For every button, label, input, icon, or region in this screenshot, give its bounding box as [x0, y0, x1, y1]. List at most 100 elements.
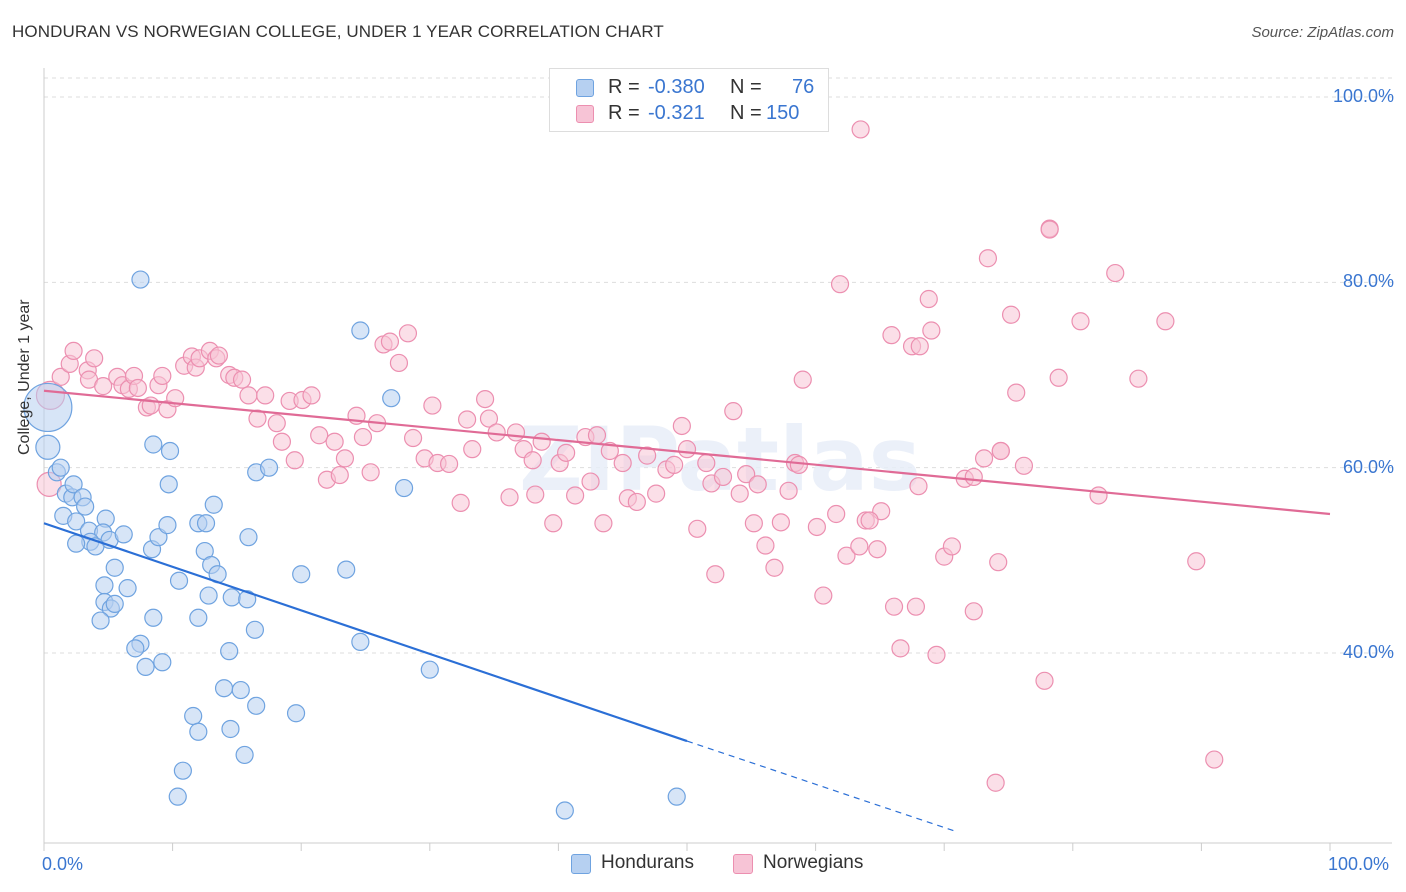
norwegian-point [1001, 305, 1021, 324]
y-tick-label: 60.0% [1342, 456, 1394, 477]
norwegian-point [1187, 552, 1206, 571]
norwegian-point [353, 427, 373, 447]
norwegian-point [566, 486, 585, 505]
norwegian-point [526, 485, 545, 504]
honduran-point [259, 458, 279, 477]
norwegian-point [665, 455, 684, 474]
norwegian-point [922, 321, 941, 340]
norwegian-point [506, 423, 526, 442]
honduran-point [420, 660, 439, 679]
norwegian-point [647, 484, 666, 503]
legend-n-label: N = [730, 76, 762, 98]
norwegian-point [779, 481, 798, 500]
norwegian-point [302, 386, 321, 405]
norwegian-point [85, 349, 104, 368]
norwegian-point [688, 519, 707, 538]
trend-lines [43, 389, 1331, 833]
legend-n-label: N = [730, 102, 762, 124]
norwegian-point [991, 441, 1010, 461]
norwegian-point [544, 514, 563, 533]
norwegian-point [248, 409, 267, 428]
legend-row-hondurans: R = -0.380 N = 76 [550, 76, 828, 100]
legend-r-label: R = [608, 102, 640, 124]
norwegian-point [906, 597, 926, 616]
honduran-point [184, 706, 203, 726]
norwegian-point [1040, 220, 1059, 239]
norwegian-point [627, 492, 646, 512]
honduran-point [136, 657, 155, 677]
chart-title: HONDURAN VS NORWEGIAN COLLEGE, UNDER 1 Y… [12, 22, 664, 41]
honduran-point [51, 458, 70, 477]
legend-swatch-blue [576, 79, 594, 97]
norwegian-point [267, 414, 286, 433]
norwegian-point [964, 602, 983, 621]
norwegian-point [1071, 312, 1090, 331]
honduran-point [158, 516, 177, 535]
norwegian-point [475, 389, 495, 409]
norwegian-point [479, 409, 499, 428]
norwegian-point [209, 346, 228, 365]
norwegian-point [389, 353, 409, 373]
honduran-point [95, 576, 114, 595]
norwegian-point [239, 386, 258, 405]
honduran-point [114, 525, 133, 544]
honduran-point [153, 653, 172, 672]
honduran-point [199, 586, 218, 605]
source-label: Source: ZipAtlas.com [1251, 24, 1394, 41]
honduran-point [126, 639, 145, 658]
honduran-point [247, 696, 266, 715]
norwegian-point [51, 367, 70, 386]
y-tick-label: 100.0% [1332, 86, 1394, 106]
norwegian-point [697, 453, 716, 473]
legend-swatch-hondurans [571, 854, 591, 874]
norwegian-point [713, 467, 733, 487]
honduran-point [144, 608, 163, 627]
honduran-point [118, 579, 137, 598]
norwegian-point [487, 423, 506, 442]
norwegian-point [380, 332, 400, 351]
norwegian-point [827, 504, 846, 524]
honduran-point [221, 719, 240, 739]
honduran-point [189, 722, 208, 741]
norwegian-point [706, 565, 725, 584]
honduran-point [91, 611, 110, 630]
norwegian-point [457, 410, 477, 429]
honduran-point [382, 389, 401, 408]
norwegian-point [594, 514, 613, 533]
norwegian-point [1007, 383, 1026, 402]
legend-n-value: 76 [792, 76, 815, 98]
honduran-point [214, 679, 234, 698]
honduran-point [239, 528, 258, 547]
norwegian-point [765, 558, 784, 577]
honduran-point [245, 620, 265, 639]
norwegian-point [860, 511, 879, 530]
legend-r-value: -0.321 [648, 102, 705, 124]
honduran-point [168, 787, 187, 806]
legend-label-norwegians: Norwegians [763, 852, 864, 873]
honduran-point [292, 565, 311, 584]
norwegian-point [837, 546, 856, 565]
honduran-point [204, 495, 223, 514]
norwegian-point [909, 477, 928, 496]
honduran-trend-line [43, 522, 688, 743]
honduran-point [35, 434, 61, 460]
norwegian-point [532, 432, 551, 451]
norwegian-point [1035, 671, 1054, 690]
honduran-point [286, 704, 306, 723]
honduran-point [67, 512, 86, 531]
honduran-point [235, 745, 254, 765]
watermark: ZIPatlas [519, 408, 921, 511]
norwegian-point [557, 443, 576, 462]
norwegian-point [272, 432, 292, 451]
honduran-point [220, 642, 239, 661]
y-tick-label: 40.0% [1342, 642, 1394, 662]
norwegian-point [910, 337, 929, 356]
honduran-point [169, 571, 189, 590]
norwegian-point [986, 773, 1005, 792]
honduran-point [351, 632, 370, 651]
norwegian-point [851, 120, 870, 139]
norwegian-point [403, 428, 423, 448]
norwegian-point [1129, 369, 1148, 388]
norwegian-point [978, 249, 998, 268]
